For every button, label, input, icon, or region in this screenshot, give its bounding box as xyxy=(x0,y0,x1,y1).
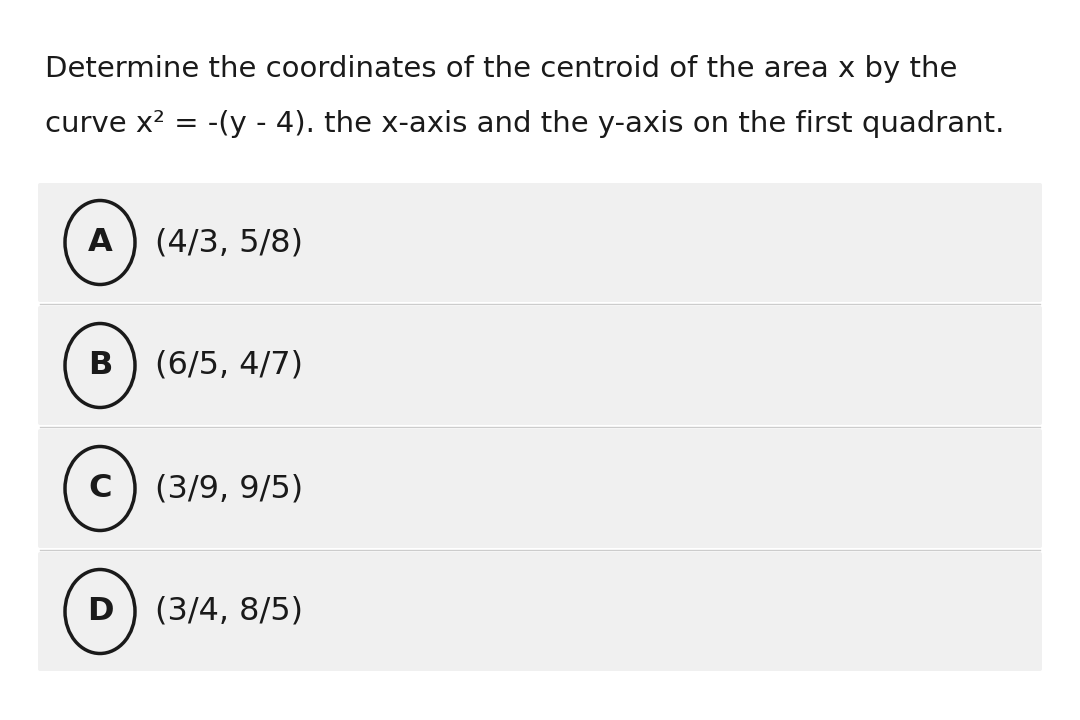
Text: D: D xyxy=(86,596,113,627)
Text: (6/5, 4/7): (6/5, 4/7) xyxy=(156,350,303,381)
FancyBboxPatch shape xyxy=(38,429,1042,548)
Text: B: B xyxy=(87,350,112,381)
FancyBboxPatch shape xyxy=(38,183,1042,302)
FancyBboxPatch shape xyxy=(38,552,1042,671)
Text: Determine the coordinates of the centroid of the area x by the: Determine the coordinates of the centroi… xyxy=(45,55,957,83)
Text: curve x² = -(y - 4). the x-axis and the y-axis on the first quadrant.: curve x² = -(y - 4). the x-axis and the … xyxy=(45,110,1004,138)
Text: (3/9, 9/5): (3/9, 9/5) xyxy=(156,473,303,504)
Text: (3/4, 8/5): (3/4, 8/5) xyxy=(156,596,303,627)
Text: A: A xyxy=(87,227,112,258)
FancyBboxPatch shape xyxy=(38,306,1042,425)
Text: (4/3, 5/8): (4/3, 5/8) xyxy=(156,227,303,258)
Text: C: C xyxy=(89,473,111,504)
